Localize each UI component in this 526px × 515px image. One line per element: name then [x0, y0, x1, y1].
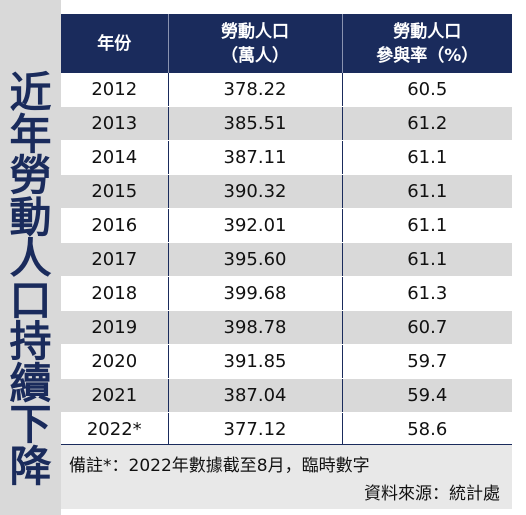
remark-text: 備註*：2022年數據截至8月，臨時數字 — [69, 456, 370, 476]
labor-table: 年份 勞動人口 （萬人） 勞動人口 參與率（%） 2012 378.22 60.5 2… — [61, 14, 512, 447]
cell-year: 2015 — [61, 174, 169, 209]
cell-population: 391.85 — [168, 344, 343, 379]
cell-year: 2014 — [61, 140, 169, 175]
cell-rate: 61.1 — [342, 174, 512, 209]
table-row: 2016 392.01 61.1 — [61, 208, 512, 243]
header-rate-line1: 勞動人口 — [393, 21, 462, 42]
cell-rate: 61.1 — [342, 140, 512, 175]
cell-year: 2018 — [61, 276, 169, 311]
cell-year: 2012 — [61, 73, 169, 107]
cell-rate: 61.3 — [342, 276, 512, 311]
cell-population: 398.78 — [168, 310, 343, 345]
cell-rate: 60.5 — [342, 73, 512, 107]
cell-year: 2020 — [61, 344, 169, 379]
source-text: 資料來源：統計處 — [364, 484, 500, 504]
cell-year: 2019 — [61, 310, 169, 345]
cell-year: 2021 — [61, 378, 169, 413]
table-row: 2012 378.22 60.5 — [61, 73, 512, 107]
table-row: 2022* 377.12 58.6 — [61, 412, 512, 447]
cell-population: 390.32 — [168, 174, 343, 209]
cell-population: 387.11 — [168, 140, 343, 175]
header-population-line2: （萬人） — [221, 45, 289, 66]
header-rate-line2: 參與率（%） — [376, 45, 479, 66]
cell-rate: 58.6 — [342, 412, 512, 447]
table-body: 2012 378.22 60.5 2013 385.51 61.2 2014 387.11 61… — [61, 73, 512, 447]
table-row: 2017 395.60 61.1 — [61, 242, 512, 277]
header-population: 勞動人口 （萬人） — [168, 14, 343, 73]
notes-panel: 備註*：2022年數據截至8月，臨時數字 資料來源：統計處 — [61, 444, 512, 509]
table-row: 2019 398.78 60.7 — [61, 310, 512, 345]
cell-population: 392.01 — [168, 208, 343, 243]
header-population-line1: 勞動人口 — [221, 21, 289, 42]
cell-rate: 61.2 — [342, 106, 512, 141]
cell-population: 378.22 — [168, 73, 343, 107]
side-title-panel: 近年勞動人口持續下降 — [0, 0, 61, 515]
cell-population: 377.12 — [168, 412, 343, 447]
cell-year: 2013 — [61, 106, 169, 141]
cell-rate: 59.4 — [342, 378, 512, 413]
header-year: 年份 — [61, 14, 169, 73]
cell-rate: 61.1 — [342, 208, 512, 243]
table-row: 2018 399.68 61.3 — [61, 276, 512, 311]
cell-population: 387.04 — [168, 378, 343, 413]
cell-population: 385.51 — [168, 106, 343, 141]
cell-year: 2022* — [61, 412, 169, 447]
table-row: 2015 390.32 61.1 — [61, 174, 512, 209]
table-header: 年份 勞動人口 （萬人） 勞動人口 參與率（%） — [61, 14, 512, 73]
table-row: 2020 391.85 59.7 — [61, 344, 512, 379]
cell-year: 2016 — [61, 208, 169, 243]
cell-year: 2017 — [61, 242, 169, 277]
table-row: 2013 385.51 61.2 — [61, 106, 512, 141]
labor-table-container: 年份 勞動人口 （萬人） 勞動人口 參與率（%） 2012 378.22 60.5 2… — [61, 14, 512, 447]
table-row: 2014 387.11 61.1 — [61, 140, 512, 175]
cell-rate: 59.7 — [342, 344, 512, 379]
cell-rate: 60.7 — [342, 310, 512, 345]
table-row: 2021 387.04 59.4 — [61, 378, 512, 413]
header-year-label: 年份 — [97, 33, 132, 54]
cell-population: 399.68 — [168, 276, 343, 311]
cell-rate: 61.1 — [342, 242, 512, 277]
cell-population: 395.60 — [168, 242, 343, 277]
side-title: 近年勞動人口持續下降 — [9, 68, 52, 491]
header-rate: 勞動人口 參與率（%） — [342, 14, 512, 73]
